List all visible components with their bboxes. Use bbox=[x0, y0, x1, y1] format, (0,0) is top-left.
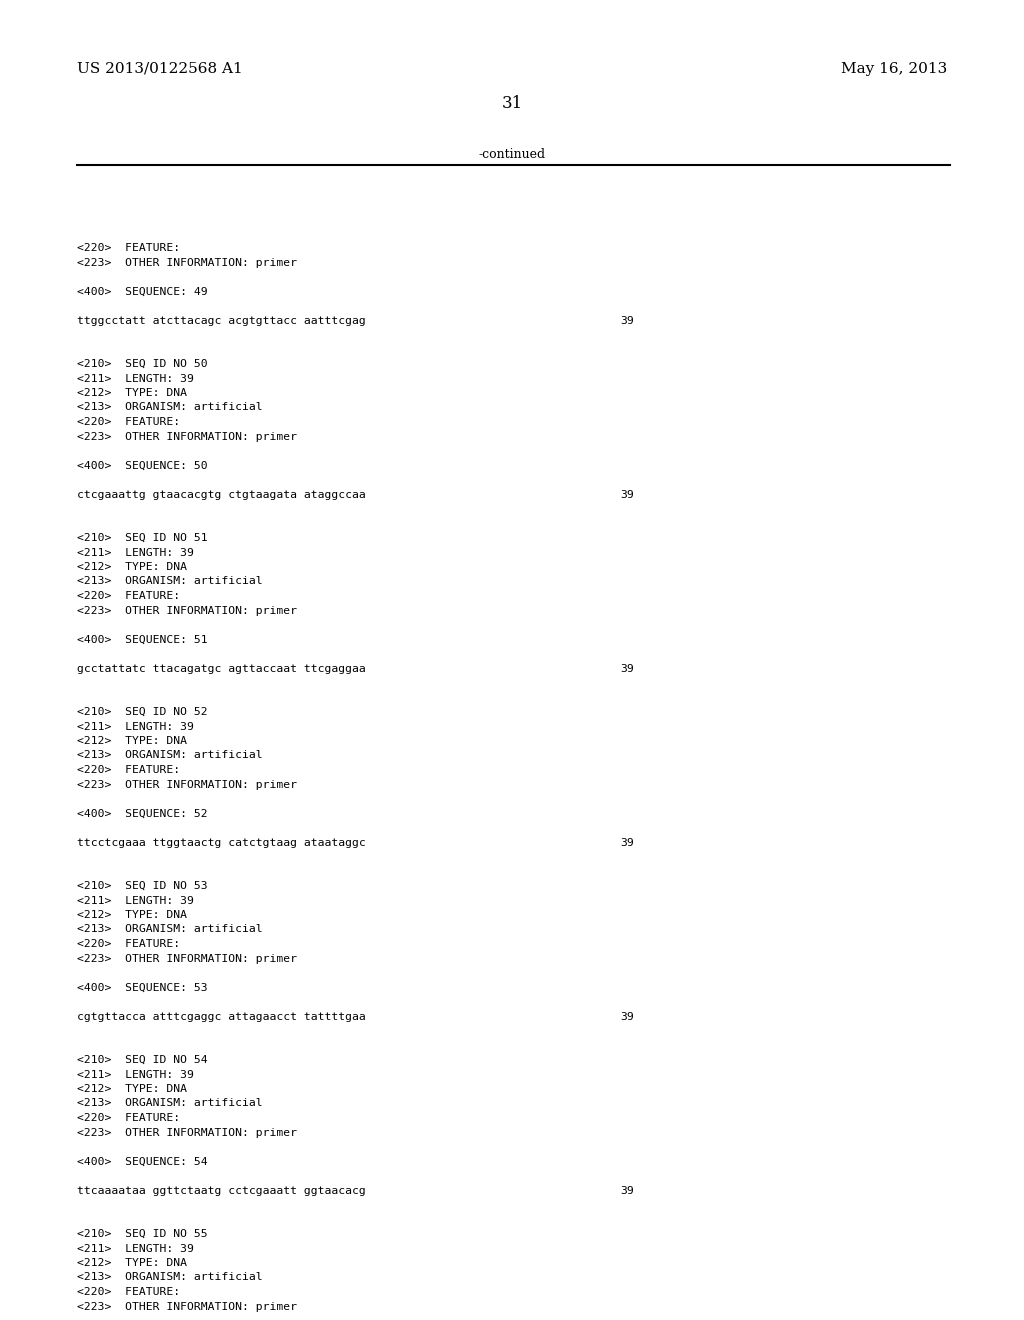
Text: <213>  ORGANISM: artificial: <213> ORGANISM: artificial bbox=[77, 924, 262, 935]
Text: May 16, 2013: May 16, 2013 bbox=[841, 62, 947, 77]
Text: <210>  SEQ ID NO 50: <210> SEQ ID NO 50 bbox=[77, 359, 208, 370]
Text: <220>  FEATURE:: <220> FEATURE: bbox=[77, 591, 180, 601]
Text: 39: 39 bbox=[620, 1011, 634, 1022]
Text: 39: 39 bbox=[620, 490, 634, 499]
Text: <220>  FEATURE:: <220> FEATURE: bbox=[77, 243, 180, 253]
Text: <211>  LENGTH: 39: <211> LENGTH: 39 bbox=[77, 895, 194, 906]
Text: <212>  TYPE: DNA: <212> TYPE: DNA bbox=[77, 1258, 187, 1269]
Text: <212>  TYPE: DNA: <212> TYPE: DNA bbox=[77, 737, 187, 746]
Text: <210>  SEQ ID NO 54: <210> SEQ ID NO 54 bbox=[77, 1055, 208, 1065]
Text: <212>  TYPE: DNA: <212> TYPE: DNA bbox=[77, 388, 187, 399]
Text: <220>  FEATURE:: <220> FEATURE: bbox=[77, 1287, 180, 1298]
Text: <211>  LENGTH: 39: <211> LENGTH: 39 bbox=[77, 374, 194, 384]
Text: <210>  SEQ ID NO 51: <210> SEQ ID NO 51 bbox=[77, 533, 208, 543]
Text: <213>  ORGANISM: artificial: <213> ORGANISM: artificial bbox=[77, 577, 262, 586]
Text: cgtgttacca atttcgaggc attagaacct tattttgaa: cgtgttacca atttcgaggc attagaacct tattttg… bbox=[77, 1011, 366, 1022]
Text: <213>  ORGANISM: artificial: <213> ORGANISM: artificial bbox=[77, 403, 262, 412]
Text: <213>  ORGANISM: artificial: <213> ORGANISM: artificial bbox=[77, 1272, 262, 1283]
Text: -continued: -continued bbox=[478, 148, 546, 161]
Text: <220>  FEATURE:: <220> FEATURE: bbox=[77, 939, 180, 949]
Text: <213>  ORGANISM: artificial: <213> ORGANISM: artificial bbox=[77, 751, 262, 760]
Text: 39: 39 bbox=[620, 837, 634, 847]
Text: <400>  SEQUENCE: 50: <400> SEQUENCE: 50 bbox=[77, 461, 208, 470]
Text: <220>  FEATURE:: <220> FEATURE: bbox=[77, 766, 180, 775]
Text: <211>  LENGTH: 39: <211> LENGTH: 39 bbox=[77, 1243, 194, 1254]
Text: <223>  OTHER INFORMATION: primer: <223> OTHER INFORMATION: primer bbox=[77, 257, 297, 268]
Text: <223>  OTHER INFORMATION: primer: <223> OTHER INFORMATION: primer bbox=[77, 1302, 297, 1312]
Text: ttcctcgaaa ttggtaactg catctgtaag ataataggc: ttcctcgaaa ttggtaactg catctgtaag ataatag… bbox=[77, 837, 366, 847]
Text: <400>  SEQUENCE: 52: <400> SEQUENCE: 52 bbox=[77, 808, 208, 818]
Text: 39: 39 bbox=[620, 664, 634, 673]
Text: <213>  ORGANISM: artificial: <213> ORGANISM: artificial bbox=[77, 1098, 262, 1109]
Text: <210>  SEQ ID NO 55: <210> SEQ ID NO 55 bbox=[77, 1229, 208, 1239]
Text: <210>  SEQ ID NO 53: <210> SEQ ID NO 53 bbox=[77, 880, 208, 891]
Text: <223>  OTHER INFORMATION: primer: <223> OTHER INFORMATION: primer bbox=[77, 606, 297, 615]
Text: <400>  SEQUENCE: 49: <400> SEQUENCE: 49 bbox=[77, 286, 208, 297]
Text: <223>  OTHER INFORMATION: primer: <223> OTHER INFORMATION: primer bbox=[77, 432, 297, 441]
Text: <400>  SEQUENCE: 51: <400> SEQUENCE: 51 bbox=[77, 635, 208, 644]
Text: ttggcctatt atcttacagc acgtgttacc aatttcgag: ttggcctatt atcttacagc acgtgttacc aatttcg… bbox=[77, 315, 366, 326]
Text: <400>  SEQUENCE: 53: <400> SEQUENCE: 53 bbox=[77, 982, 208, 993]
Text: <212>  TYPE: DNA: <212> TYPE: DNA bbox=[77, 909, 187, 920]
Text: US 2013/0122568 A1: US 2013/0122568 A1 bbox=[77, 62, 243, 77]
Text: ctcgaaattg gtaacacgtg ctgtaagata ataggccaa: ctcgaaattg gtaacacgtg ctgtaagata ataggcc… bbox=[77, 490, 366, 499]
Text: <223>  OTHER INFORMATION: primer: <223> OTHER INFORMATION: primer bbox=[77, 780, 297, 789]
Text: 31: 31 bbox=[502, 95, 522, 112]
Text: <220>  FEATURE:: <220> FEATURE: bbox=[77, 1113, 180, 1123]
Text: gcctattatc ttacagatgc agttaccaat ttcgaggaa: gcctattatc ttacagatgc agttaccaat ttcgagg… bbox=[77, 664, 366, 673]
Text: 39: 39 bbox=[620, 315, 634, 326]
Text: <211>  LENGTH: 39: <211> LENGTH: 39 bbox=[77, 1069, 194, 1080]
Text: <212>  TYPE: DNA: <212> TYPE: DNA bbox=[77, 1084, 187, 1094]
Text: <220>  FEATURE:: <220> FEATURE: bbox=[77, 417, 180, 426]
Text: <212>  TYPE: DNA: <212> TYPE: DNA bbox=[77, 562, 187, 572]
Text: ttcaaaataa ggttctaatg cctcgaaatt ggtaacacg: ttcaaaataa ggttctaatg cctcgaaatt ggtaaca… bbox=[77, 1185, 366, 1196]
Text: <400>  SEQUENCE: 54: <400> SEQUENCE: 54 bbox=[77, 1156, 208, 1167]
Text: <211>  LENGTH: 39: <211> LENGTH: 39 bbox=[77, 548, 194, 557]
Text: <223>  OTHER INFORMATION: primer: <223> OTHER INFORMATION: primer bbox=[77, 1127, 297, 1138]
Text: <210>  SEQ ID NO 52: <210> SEQ ID NO 52 bbox=[77, 708, 208, 717]
Text: <223>  OTHER INFORMATION: primer: <223> OTHER INFORMATION: primer bbox=[77, 953, 297, 964]
Text: 39: 39 bbox=[620, 1185, 634, 1196]
Text: <211>  LENGTH: 39: <211> LENGTH: 39 bbox=[77, 722, 194, 731]
